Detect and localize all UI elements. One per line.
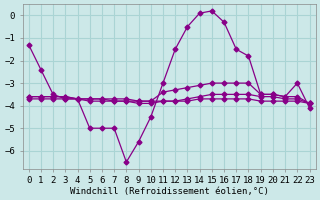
X-axis label: Windchill (Refroidissement éolien,°C): Windchill (Refroidissement éolien,°C) <box>70 187 268 196</box>
